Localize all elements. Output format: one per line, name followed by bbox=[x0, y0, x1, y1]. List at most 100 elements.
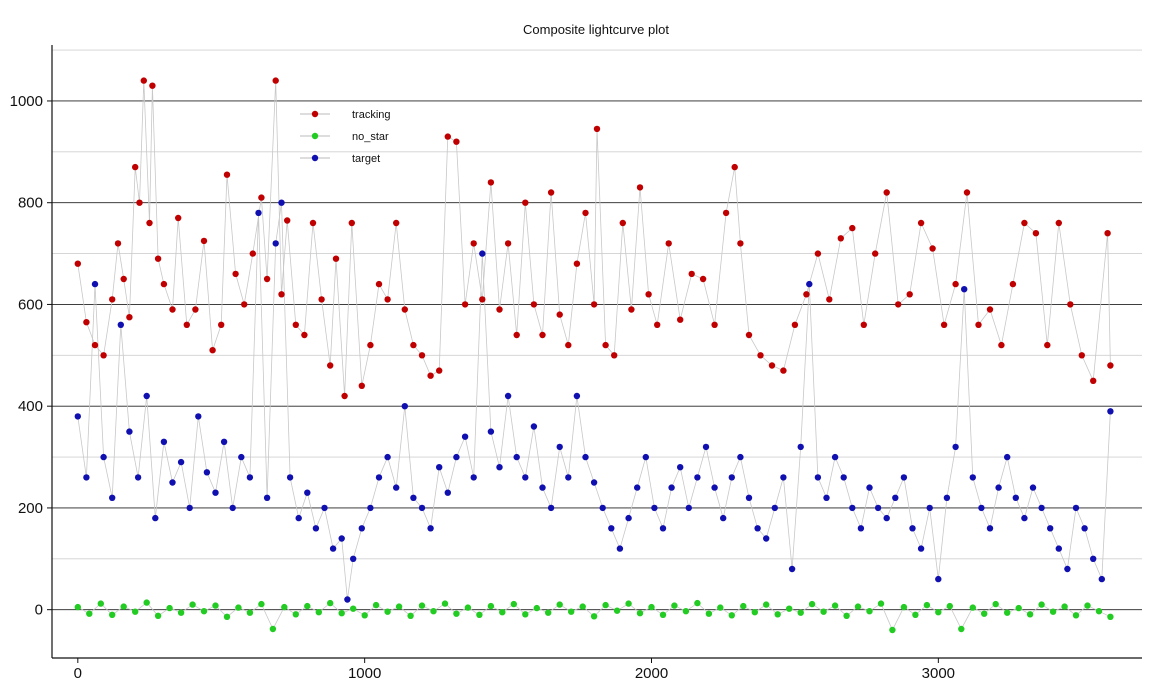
point-tracking-88 bbox=[803, 291, 810, 298]
point-tracking-68 bbox=[602, 341, 609, 349]
x-tick-label-2000: 2000 bbox=[635, 665, 668, 682]
point-target-58 bbox=[565, 474, 572, 481]
point-tracking-11 bbox=[146, 219, 153, 227]
point-tracking-9 bbox=[136, 199, 143, 206]
point-tracking-6 bbox=[120, 275, 127, 283]
point-no_star-33 bbox=[453, 610, 460, 617]
point-tracking-24 bbox=[241, 301, 248, 308]
point-no_star-17 bbox=[269, 625, 277, 633]
point-tracking-90 bbox=[826, 296, 833, 303]
point-target-91 bbox=[849, 504, 856, 512]
point-no_star-68 bbox=[854, 603, 862, 610]
point-no_star-65 bbox=[820, 608, 827, 615]
point-tracking-51 bbox=[461, 301, 469, 308]
point-target-79 bbox=[745, 494, 753, 501]
point-no_star-45 bbox=[590, 613, 598, 620]
point-no_star-27 bbox=[384, 608, 391, 615]
point-no_star-41 bbox=[545, 609, 552, 616]
x-tick-label-1000: 1000 bbox=[348, 665, 381, 682]
point-tracking-54 bbox=[487, 179, 495, 186]
point-no_star-75 bbox=[935, 609, 942, 616]
point-target-19 bbox=[238, 453, 245, 461]
point-no_star-76 bbox=[946, 602, 953, 610]
point-target-67 bbox=[642, 453, 649, 461]
point-tracking-86 bbox=[780, 367, 787, 374]
point-target-105 bbox=[969, 474, 976, 481]
point-tracking-25 bbox=[249, 250, 256, 257]
point-no_star-0 bbox=[74, 603, 82, 611]
point-target-70 bbox=[668, 484, 675, 491]
point-tracking-10 bbox=[140, 77, 147, 84]
point-target-83 bbox=[780, 474, 787, 481]
point-target-43 bbox=[436, 464, 443, 471]
point-tracking-26 bbox=[258, 194, 265, 201]
point-no_star-28 bbox=[395, 603, 403, 610]
point-target-62 bbox=[599, 504, 606, 512]
point-target-4 bbox=[109, 494, 116, 501]
point-tracking-101 bbox=[952, 280, 959, 288]
point-no_star-56 bbox=[717, 604, 724, 611]
point-tracking-49 bbox=[444, 133, 451, 140]
point-target-36 bbox=[375, 474, 383, 481]
point-no_star-52 bbox=[671, 602, 678, 609]
point-tracking-92 bbox=[849, 224, 856, 232]
point-target-15 bbox=[203, 469, 211, 476]
point-target-41 bbox=[418, 504, 426, 512]
point-target-66 bbox=[634, 484, 641, 491]
point-tracking-59 bbox=[530, 301, 538, 308]
point-no_star-79 bbox=[981, 610, 988, 617]
point-target-85 bbox=[797, 443, 804, 451]
point-target-98 bbox=[909, 525, 916, 532]
point-target-14 bbox=[195, 413, 202, 420]
point-no_star-22 bbox=[327, 599, 334, 607]
point-no_star-61 bbox=[774, 611, 781, 618]
point-no_star-77 bbox=[958, 625, 965, 633]
point-no_star-5 bbox=[132, 608, 139, 615]
point-target-120 bbox=[1098, 575, 1106, 583]
point-target-27 bbox=[304, 489, 311, 496]
point-target-24 bbox=[278, 199, 285, 206]
point-target-8 bbox=[143, 392, 150, 400]
axes-layer bbox=[51, 45, 1142, 659]
point-target-7 bbox=[134, 474, 142, 481]
point-tracking-115 bbox=[1107, 362, 1114, 369]
point-tracking-32 bbox=[301, 331, 308, 339]
point-target-110 bbox=[1012, 494, 1019, 501]
point-no_star-72 bbox=[900, 603, 908, 611]
point-target-18 bbox=[229, 504, 236, 512]
point-tracking-16 bbox=[175, 214, 182, 222]
point-tracking-38 bbox=[348, 219, 355, 227]
point-tracking-29 bbox=[278, 291, 285, 298]
point-tracking-44 bbox=[401, 306, 408, 313]
point-tracking-74 bbox=[654, 321, 661, 328]
point-no_star-64 bbox=[808, 600, 816, 608]
point-tracking-73 bbox=[645, 291, 652, 298]
point-no_star-46 bbox=[602, 601, 609, 609]
point-tracking-95 bbox=[883, 189, 890, 196]
point-no_star-69 bbox=[866, 608, 873, 615]
point-tracking-113 bbox=[1090, 377, 1097, 384]
point-tracking-53 bbox=[479, 296, 486, 303]
point-target-109 bbox=[1004, 453, 1011, 461]
point-target-16 bbox=[212, 489, 219, 496]
point-tracking-84 bbox=[757, 352, 764, 359]
point-tracking-12 bbox=[149, 82, 156, 89]
point-tracking-27 bbox=[263, 275, 271, 283]
point-target-89 bbox=[831, 453, 839, 461]
y-tick-label-200: 200 bbox=[18, 500, 43, 517]
point-target-104 bbox=[961, 286, 968, 293]
point-tracking-82 bbox=[737, 240, 744, 247]
point-no_star-82 bbox=[1015, 604, 1022, 612]
point-tracking-47 bbox=[427, 372, 434, 379]
point-no_star-2 bbox=[97, 600, 105, 607]
point-tracking-96 bbox=[895, 301, 902, 308]
point-target-50 bbox=[496, 464, 503, 471]
point-tracking-19 bbox=[200, 237, 208, 245]
tick-labels-layer: 0 200 400 600 800 1000 0 1000 2000 3000 bbox=[10, 93, 955, 682]
point-target-78 bbox=[737, 453, 744, 461]
point-tracking-5 bbox=[114, 240, 122, 247]
legend-label-tracking: tracking bbox=[352, 109, 391, 121]
point-no_star-86 bbox=[1061, 603, 1068, 610]
point-tracking-33 bbox=[309, 219, 317, 227]
point-tracking-46 bbox=[418, 352, 426, 359]
